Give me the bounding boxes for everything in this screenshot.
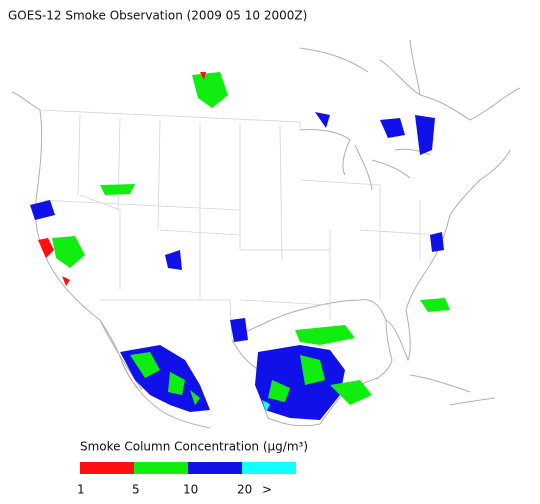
colorbar-segment [80,462,134,474]
map-title: GOES-12 Smoke Observation (2009 05 10 20… [8,9,307,23]
base-map [11,39,521,429]
colorbar-label: 1 [77,483,85,497]
colorbar-segment [188,462,242,474]
legend-title: Smoke Column Concentration (μg/m³) [80,440,308,454]
colorbar-label: > [262,483,272,497]
colorbar-segment [242,462,296,474]
colorbar-label: 5 [132,483,140,497]
colorbar-segment [134,462,188,474]
smoke-patches [30,72,450,420]
colorbar-label: 20 [237,483,252,497]
colorbar-label: 10 [183,483,198,497]
colorbar: 1 5 10 20 > [77,462,296,497]
